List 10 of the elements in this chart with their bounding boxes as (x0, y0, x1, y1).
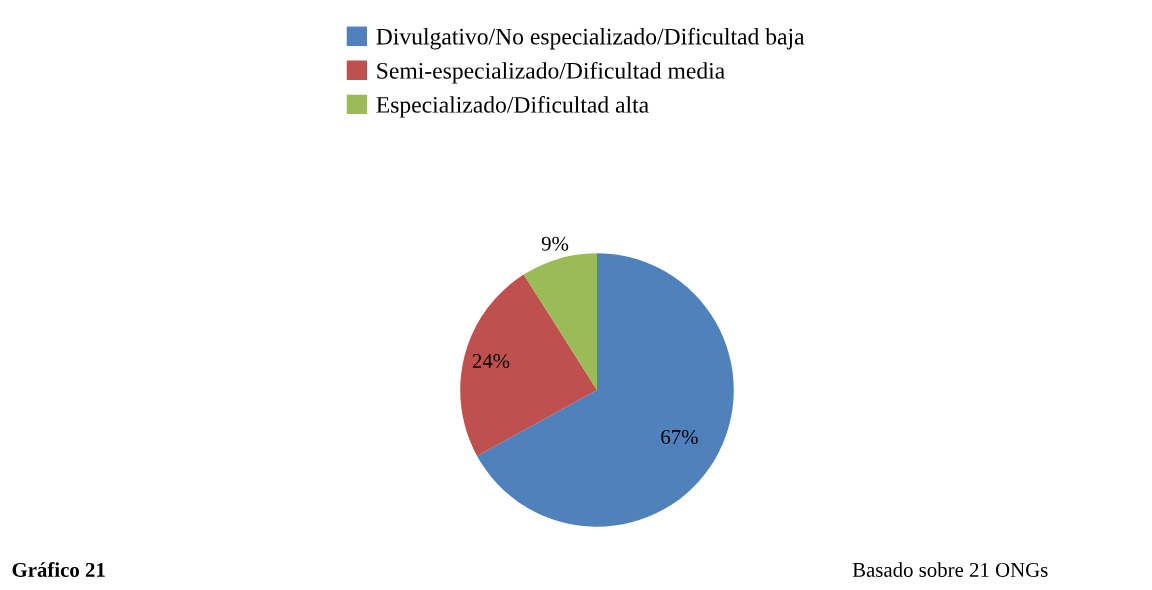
data-label: 9% (541, 236, 569, 251)
legend-label: Especializado/Dificultad alta (376, 95, 649, 118)
data-label: 24% (472, 353, 510, 369)
text: Gráfico 21 (12, 562, 105, 577)
text: Basado sobre 21 ONGs (852, 562, 1048, 577)
legend-label: Semi-especializado/Dificultad media (377, 61, 725, 84)
pie-slice (460, 274, 597, 456)
data-label: 67% (661, 429, 698, 445)
pie-slice (523, 253, 597, 390)
legend-label: Divulgativo/No especializado/Dificultad baja (376, 27, 805, 50)
